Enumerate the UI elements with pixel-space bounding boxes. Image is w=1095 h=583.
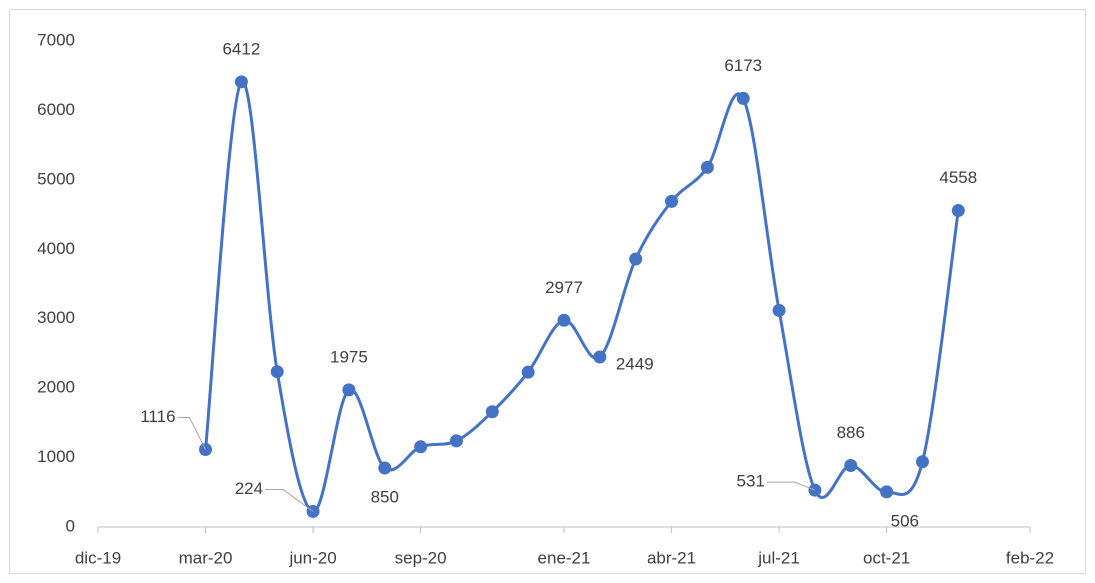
x-tick-label: jul-21 (757, 548, 800, 567)
x-tick-label: feb-22 (1006, 548, 1054, 567)
marker (951, 204, 965, 218)
data-label: 506 (891, 511, 919, 530)
data-label: 850 (371, 487, 399, 506)
marker (485, 405, 499, 419)
y-tick-label: 7000 (37, 30, 75, 49)
x-tick-label: oct-21 (863, 548, 910, 567)
data-label: 886 (837, 423, 865, 442)
y-tick-label: 5000 (37, 169, 75, 188)
leader-line (177, 417, 206, 450)
data-label: 1116 (140, 407, 175, 426)
marker (378, 461, 392, 475)
data-label: 4558 (939, 168, 977, 187)
x-tick-label: dic-19 (75, 548, 121, 567)
x-tick-label: ene-21 (538, 548, 591, 567)
marker (234, 75, 248, 89)
line (204, 80, 960, 513)
marker (915, 455, 929, 469)
y-tick-label: 3000 (37, 308, 75, 327)
y-tick-label: 1000 (37, 447, 75, 466)
marker (629, 252, 643, 266)
marker (557, 313, 571, 327)
y-tick-label: 0 (66, 516, 75, 535)
data-label: 1975 (330, 347, 368, 366)
marker (665, 194, 679, 208)
marker (700, 160, 714, 174)
y-tick-label: 2000 (37, 378, 75, 397)
marker (593, 350, 607, 364)
marker (844, 458, 858, 472)
marker (736, 91, 750, 105)
marker (772, 303, 786, 317)
y-tick-label: 6000 (37, 100, 75, 119)
y-tick-label: 4000 (37, 239, 75, 258)
x-tick-label: sep-20 (395, 548, 447, 567)
chart-border (9, 9, 1086, 574)
leader-line (265, 488, 314, 512)
marker (521, 365, 535, 379)
data-label: 6412 (222, 39, 260, 58)
marker (414, 440, 428, 454)
x-tick-label: mar-20 (179, 548, 233, 567)
data-label: 531 (737, 472, 765, 491)
leader-line (766, 481, 816, 491)
data-label: 2977 (545, 278, 583, 297)
marker (270, 365, 284, 379)
data-label: 2449 (616, 354, 654, 373)
x-tick-label: jun-20 (288, 548, 336, 567)
data-label: 224 (235, 479, 263, 498)
marker (449, 434, 463, 448)
marker (880, 485, 894, 499)
data-label: 6173 (724, 56, 762, 75)
marker (342, 383, 356, 397)
x-tick-label: abr-21 (647, 548, 696, 567)
